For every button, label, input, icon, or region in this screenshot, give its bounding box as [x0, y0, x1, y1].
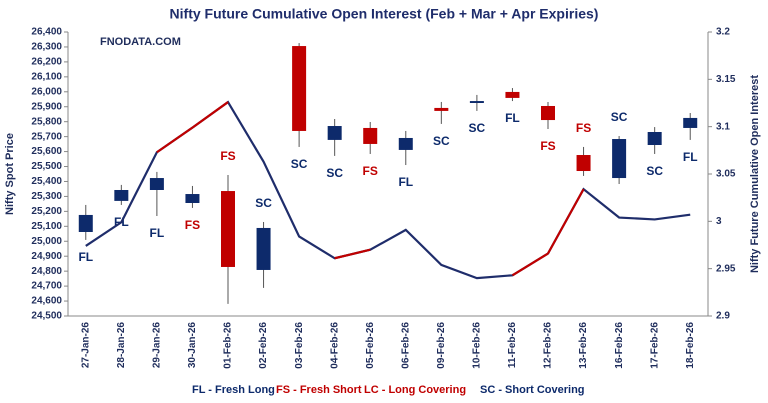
x-tick-label: 27-Jan-26 — [80, 322, 91, 369]
y-tick-label: 25,200 — [31, 206, 62, 217]
y-tick-label: 26,200 — [31, 57, 62, 68]
x-tick-label: 09-Feb-26 — [436, 322, 447, 369]
y-tick-label: 25,000 — [31, 236, 62, 247]
candle-body — [292, 46, 307, 131]
legend-entry: SC - Short Covering — [480, 384, 585, 396]
x-tick-label: 17-Feb-26 — [649, 322, 660, 369]
candle-body — [576, 155, 591, 172]
y-tick-label: 26,400 — [31, 27, 62, 38]
y-tick-label: 26,300 — [31, 42, 62, 53]
x-tick-label: 18-Feb-26 — [685, 322, 696, 369]
y-axis-label: Nifty Spot Price — [4, 133, 16, 215]
candle-body — [683, 117, 698, 128]
x-tick-label: 30-Jan-26 — [187, 322, 198, 369]
x-tick-label: 11-Feb-26 — [507, 322, 518, 369]
y2-tick-label: 3.05 — [716, 169, 736, 180]
candle-body — [434, 107, 449, 111]
candle-body — [185, 194, 200, 203]
x-tick-label: 04-Feb-26 — [329, 322, 340, 369]
candle-body — [114, 189, 129, 201]
x-tick-label: 01-Feb-26 — [223, 322, 234, 369]
x-tick-label: 29-Jan-26 — [152, 322, 163, 369]
signal-label: FL — [78, 250, 93, 264]
y-tick-label: 26,000 — [31, 86, 62, 97]
legend-entry: FL - Fresh Long — [192, 384, 275, 396]
candle-body — [469, 101, 484, 103]
oi-line-segment — [191, 101, 229, 129]
signal-label: SC — [611, 110, 628, 124]
y-tick-label: 25,500 — [31, 161, 62, 172]
y2-tick-label: 3 — [716, 216, 722, 227]
candle-body — [541, 105, 555, 121]
legend-entry: LC - Long Covering — [364, 384, 466, 396]
y-tick-label: 24,900 — [31, 251, 62, 262]
y-tick-label: 24,800 — [31, 266, 62, 277]
candle-body — [505, 91, 520, 98]
y2-tick-label: 2.9 — [716, 311, 730, 322]
y-tick-label: 26,100 — [31, 71, 62, 82]
oi-line-segment — [156, 126, 194, 154]
oi-line-segment — [511, 252, 549, 277]
signal-label: FS — [220, 149, 235, 163]
oi-line — [85, 100, 691, 280]
candle-body — [647, 131, 662, 146]
x-tick-label: 05-Feb-26 — [365, 322, 376, 369]
signal-label: FS — [185, 218, 200, 232]
candle-body — [398, 137, 413, 150]
oi-line-segment — [334, 248, 371, 260]
signal-label: FL — [683, 150, 698, 164]
legend-entry: FS - Fresh Short — [276, 384, 362, 396]
x-tick-label: 02-Feb-26 — [258, 322, 269, 369]
y2-tick-label: 3.2 — [716, 27, 730, 38]
candle-body — [78, 214, 93, 232]
signal-label: FS — [363, 164, 378, 178]
y-tick-label: 25,800 — [31, 116, 62, 127]
signal-label: FS — [540, 139, 555, 153]
x-tick-label: 13-Feb-26 — [578, 322, 589, 369]
x-tick-label: 03-Feb-26 — [294, 322, 305, 369]
candle-body — [221, 191, 235, 267]
oi-line-segment — [547, 188, 585, 255]
y-tick-label: 24,600 — [31, 296, 62, 307]
signal-label: SC — [469, 121, 486, 135]
watermark: FNODATA.COM — [100, 36, 181, 48]
signal-label: FS — [576, 121, 591, 135]
candle-body — [256, 227, 271, 270]
y-tick-label: 24,500 — [31, 311, 62, 322]
signal-label: SC — [433, 134, 450, 148]
x-tick-label: 28-Jan-26 — [116, 322, 127, 369]
signal-label: SC — [646, 164, 663, 178]
signal-label: SC — [255, 196, 272, 210]
y-tick-label: 25,900 — [31, 101, 62, 112]
y2-tick-label: 3.15 — [716, 74, 736, 85]
signal-label: SC — [326, 166, 343, 180]
x-tick-label: 16-Feb-26 — [614, 322, 625, 369]
x-tick-label: 10-Feb-26 — [472, 322, 483, 369]
candle-body — [612, 139, 627, 179]
x-tick-label: 12-Feb-26 — [543, 322, 554, 369]
signal-label: FL — [150, 226, 165, 240]
signal-label: FL — [505, 111, 520, 125]
y-tick-label: 25,300 — [31, 191, 62, 202]
y-tick-label: 25,700 — [31, 131, 62, 142]
signal-label: SC — [291, 157, 308, 171]
y2-tick-label: 2.95 — [716, 263, 736, 274]
y2-tick-label: 3.1 — [716, 121, 730, 132]
chart-title: Nifty Future Cumulative Open Interest (F… — [170, 6, 599, 22]
y-tick-label: 25,100 — [31, 221, 62, 232]
candle-body — [149, 178, 164, 190]
y-tick-label: 25,600 — [31, 146, 62, 157]
y-tick-label: 25,400 — [31, 176, 62, 187]
y-tick-label: 24,700 — [31, 281, 62, 292]
signal-label: FL — [398, 175, 413, 189]
candle-body — [363, 127, 378, 144]
y2-axis-label: Nifty Future Cumulative Open Interest — [749, 75, 761, 273]
candle-body — [327, 126, 342, 140]
x-tick-label: 06-Feb-26 — [400, 322, 411, 369]
